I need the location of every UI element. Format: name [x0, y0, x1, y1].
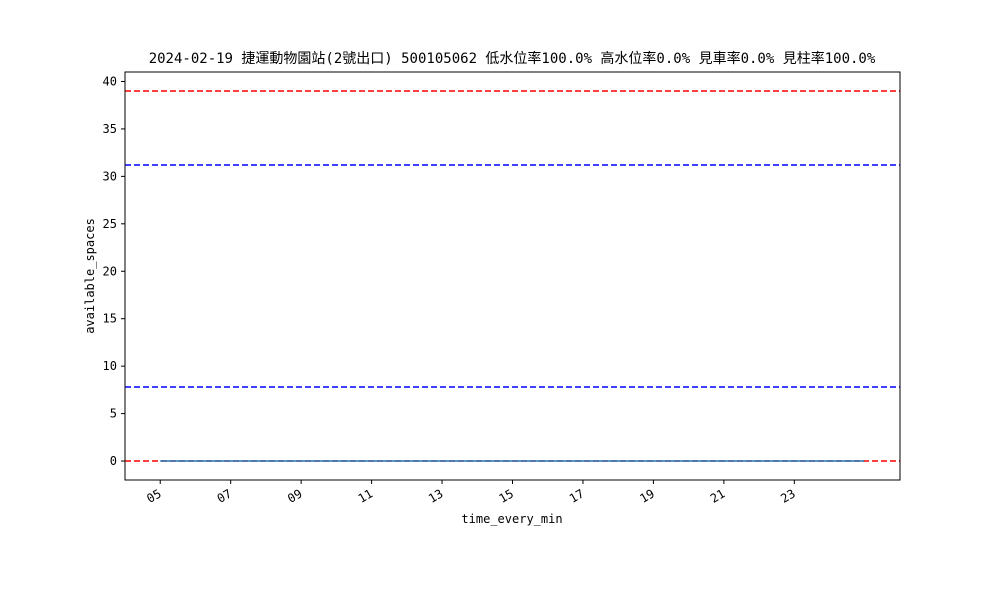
y-tick-label-3: 15 [103, 312, 117, 326]
x-axis-ticks: 05 07 09 11 13 15 17 19 21 23 [144, 480, 798, 506]
y-tick-label-1: 5 [110, 407, 117, 421]
x-tick-label-7: 19 [637, 486, 657, 505]
x-tick-label-8: 21 [708, 486, 728, 505]
x-axis-label: time_every_min [461, 512, 562, 526]
y-tick-label-8: 40 [103, 74, 117, 88]
x-tick-label-0: 05 [144, 486, 164, 505]
x-tick-label-9: 23 [778, 486, 798, 505]
x-tick-label-4: 13 [426, 486, 446, 505]
chart-title: 2024-02-19 捷運動物園站(2號出口) 500105062 低水位率10… [149, 50, 876, 67]
x-tick-label-3: 11 [356, 486, 376, 505]
plot-area [125, 72, 900, 480]
y-tick-label-0: 0 [110, 454, 117, 468]
y-tick-label-7: 35 [103, 122, 117, 136]
x-tick-label-1: 07 [215, 486, 235, 505]
y-tick-label-4: 20 [103, 264, 117, 278]
y-tick-label-6: 30 [103, 169, 117, 183]
y-axis-ticks: 0 5 10 15 20 25 30 35 40 [103, 74, 125, 468]
y-tick-label-2: 10 [103, 359, 117, 373]
x-tick-label-6: 17 [567, 486, 587, 505]
y-tick-label-5: 25 [103, 217, 117, 231]
x-tick-label-5: 15 [496, 486, 516, 505]
x-tick-label-2: 09 [285, 486, 305, 505]
y-axis-label: available_spaces [83, 218, 97, 334]
